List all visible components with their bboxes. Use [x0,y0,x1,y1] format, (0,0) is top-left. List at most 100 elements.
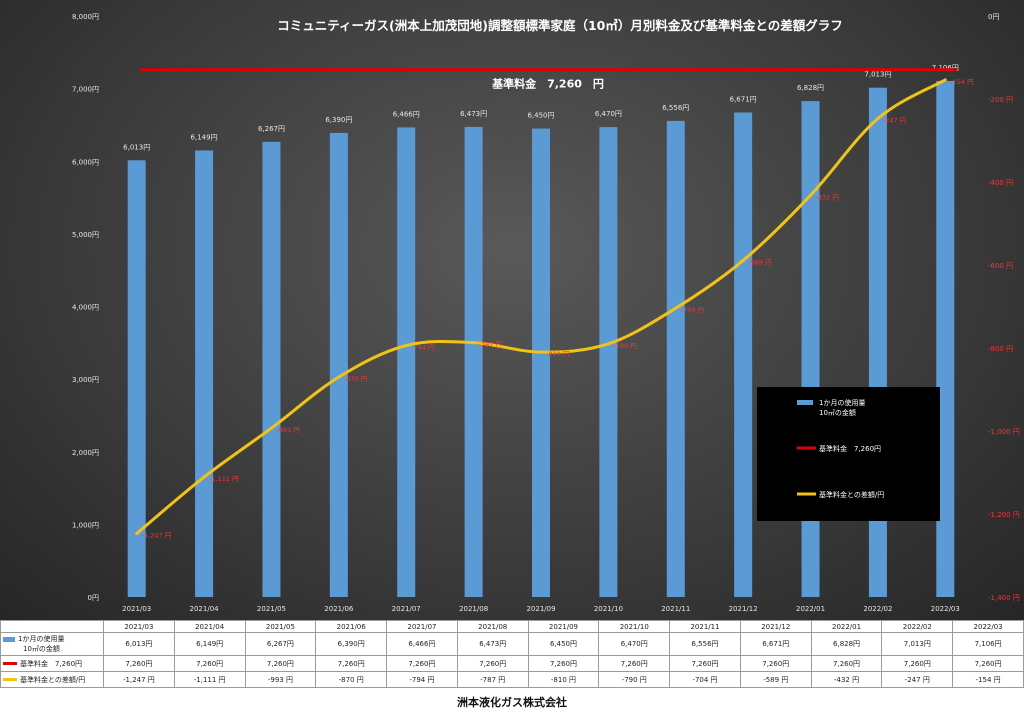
table-cell: -870 円 [315,671,388,688]
left-axis-tick-label: 4,000円 [72,304,99,312]
table-header-cell: 2022/02 [881,620,954,633]
bar-value-label: 6,828円 [797,84,824,92]
right-axis-tick-label: 0円 [988,13,999,21]
right-axis-tick-label: -1,000 円 [988,428,1020,436]
data-table: 2021/03 2021/04 2021/05 2021/06 2021/07 2021/… [0,620,1024,688]
chart-title: コミュニティーガス(洲本上加茂団地)調整額標準家庭（10㎥）月別料金及び基準料金… [277,18,842,33]
diff-value-label: -870 円 [344,375,367,383]
bar [734,112,753,598]
table-cell: 6,828円 [810,632,883,656]
table-cell: -1,111 円 [173,671,246,688]
table-cell: -704 円 [669,671,741,688]
table-cell: 7,260円 [527,655,600,672]
bar-value-label: 6,450円 [527,112,554,120]
table-header-cell: 2022/03 [952,620,1024,633]
table-header-cell: 2021/05 [244,620,317,633]
table-cell: 7,260円 [315,655,388,672]
diff-point [809,193,813,197]
table-cell: 7,260円 [456,655,529,672]
bar-value-label: 7,106円 [932,64,959,72]
diff-value-label: -993 円 [276,426,299,434]
chart-svg: 0円 1,000円 2,000円 3,000円 4,000円 5,000円 6,000円 7,… [72,13,1020,613]
table-row-label: 基準料金との差額/円 [20,675,86,684]
bar-value-label: 6,267円 [258,125,285,133]
diff-value-label: -1,247 円 [142,532,172,540]
table-row: 基準料金との差額/円 -1,247 円 -1,111 円 -993 円 -870 円 -7… [0,671,1024,688]
table-cell: -247 円 [881,671,954,688]
table-row-label: 1か月の使用量 [18,635,65,643]
table-row-header: 基準料金 7,260円 [0,655,104,672]
diff-point [202,475,206,479]
table-row-label-2: 10㎥の金額 [23,645,60,653]
table-legend-swatch [3,636,15,642]
legend-label-diff: 基準料金との差額/円 [819,490,884,499]
table-header-cell: 2021/08 [456,620,529,633]
bar [397,127,416,598]
table-header-cell: 2021/06 [315,620,388,633]
diff-point [539,350,543,354]
bar-value-label: 6,473円 [460,110,487,118]
x-axis-tick-label: 2021/09 [526,605,555,613]
table-cell: -810 円 [527,671,600,688]
table-cell: 7,260円 [669,655,741,672]
table-cell: 7,260円 [810,655,883,672]
table-cell: 7,260円 [103,655,175,672]
table-cell: -993 円 [244,671,317,688]
diff-point [943,78,947,82]
diff-point [606,342,610,346]
table-cell: 7,260円 [386,655,458,672]
right-axis-tick-label: -1,400 円 [988,594,1020,602]
bar [801,101,820,597]
table-cell: 6,473円 [456,632,529,656]
table-cell: 7,260円 [173,655,246,672]
bar [936,80,955,597]
table-cell: 7,260円 [739,655,812,672]
bar-value-label: 6,149円 [191,133,218,141]
left-axis-tick-label: 5,000円 [72,231,99,239]
bar [599,127,618,598]
table-header-cell: 2021/09 [527,620,600,633]
legend-label-base: 基準料金 7,260円 [819,444,881,453]
x-axis-tick-label: 2022/03 [931,605,960,613]
table-row: 基準料金 7,260円 7,260円 7,260円 7,260円 7,260円 7,260… [0,655,1024,672]
right-axis-tick-label: -600 円 [988,262,1013,270]
table-cell: -787 円 [456,671,529,688]
left-axis-tick-label: 7,000円 [72,86,99,94]
table-corner-cell [0,620,104,633]
bar-value-label: 6,556円 [662,104,689,112]
table-cell: 6,149円 [173,632,246,656]
x-axis-tick-label: 2021/04 [190,605,220,613]
bar [666,120,685,598]
table-row-label: 基準料金 7,260円 [20,659,83,668]
table-cell: 7,260円 [881,655,954,672]
table-row-header: 基準料金との差額/円 [0,671,104,688]
table-header-row: 2021/03 2021/04 2021/05 2021/06 2021/07 2021/… [0,620,1024,633]
table-cell: 6,390円 [315,632,388,656]
right-axis-tick-label: -400 円 [988,179,1013,187]
bar-value-label: 6,671円 [730,96,757,104]
table-cell: 7,260円 [244,655,317,672]
bar [195,150,214,597]
bar-value-label: 6,466円 [393,110,420,118]
table-header-cell: 2021/03 [103,620,175,633]
table-cell: 6,267円 [244,632,317,656]
table-cell: 6,013円 [103,632,175,656]
x-axis-tick-label: 2021/03 [122,605,151,613]
x-axis-tick-label: 2021/10 [594,605,623,613]
diff-value-label: -432 円 [816,193,839,201]
diff-value-label: -810 円 [546,350,569,358]
diff-point [135,532,139,536]
table-legend-swatch [3,678,17,681]
right-axis-tick-label: -200 円 [988,96,1013,104]
x-axis-tick-label: 2021/12 [729,605,758,613]
table-header-cell: 2021/10 [598,620,671,633]
bar [329,132,348,597]
left-axis-tick-label: 8,000円 [72,13,99,21]
table-header-cell: 2021/07 [386,620,458,633]
table-cell: 6,556円 [669,632,741,656]
table-cell: -589 円 [739,671,812,688]
bar-value-label: 6,470円 [595,110,622,118]
table-cell: 7,106円 [952,632,1024,656]
table-header-cell: 2021/04 [173,620,246,633]
legend-swatch-bar [797,400,813,405]
